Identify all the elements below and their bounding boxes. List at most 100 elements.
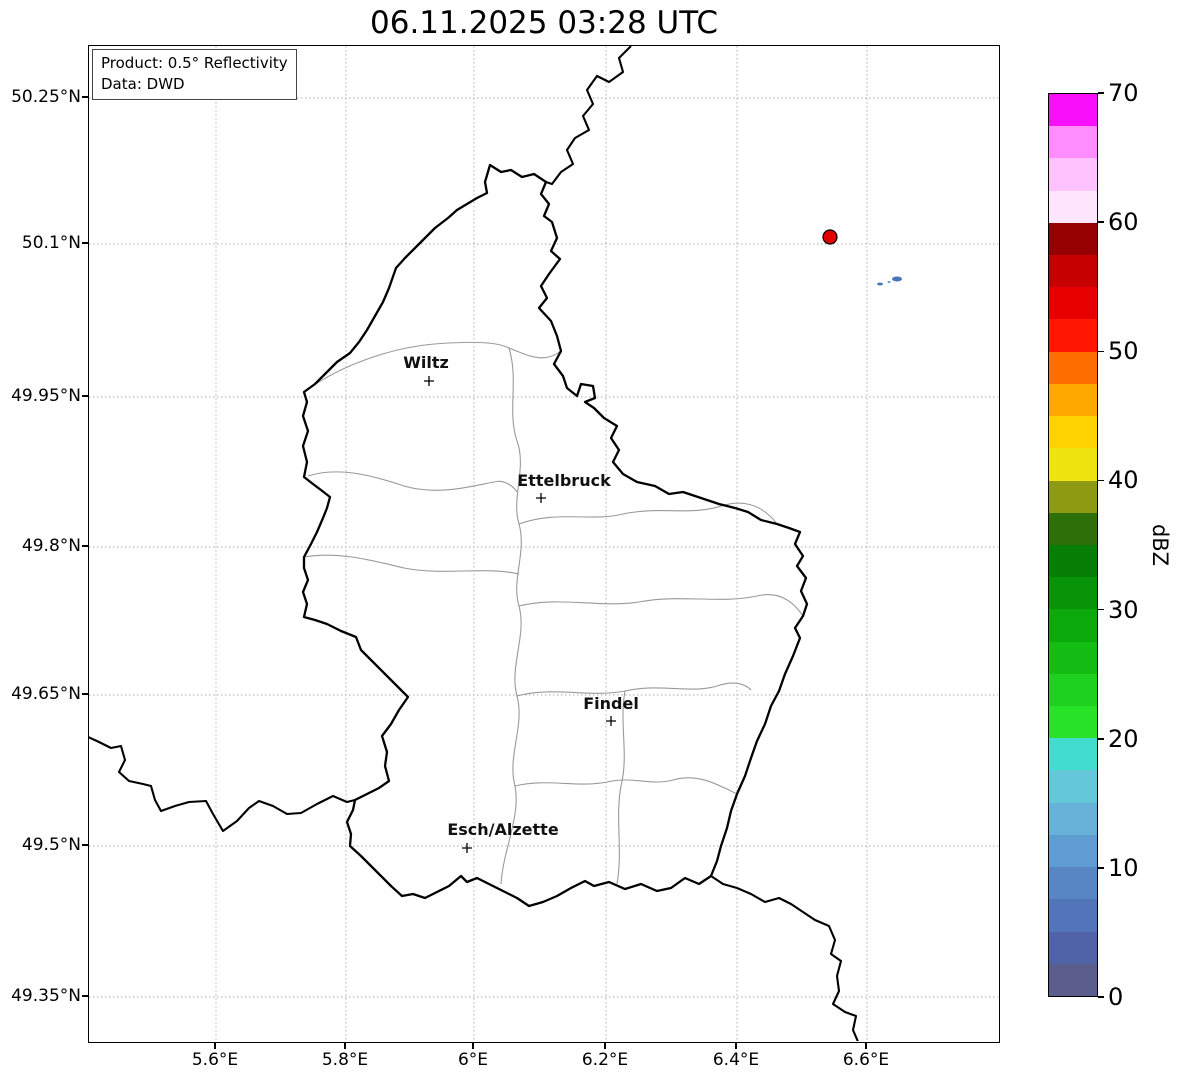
colorbar-tick-label: 70 [1108, 79, 1139, 107]
colorbar [1048, 93, 1098, 997]
lon-tick-label: 6.4°E [712, 1050, 760, 1070]
canton-border [303, 554, 520, 575]
colorbar-segment [1049, 834, 1097, 868]
colorbar-unit-label: dBZ [1148, 523, 1172, 567]
city-marker-icon [536, 493, 546, 503]
product-info-box: Product: 0.5° Reflectivity Data: DWD [92, 49, 297, 100]
neighbor-country-border [545, 46, 632, 186]
colorbar-tick-mark [1098, 221, 1104, 223]
lon-tick-mark [865, 1043, 867, 1049]
colorbar-segment [1049, 351, 1097, 384]
canton-border [516, 682, 752, 697]
lat-tick-mark [82, 96, 88, 98]
colorbar-segment [1049, 802, 1097, 835]
colorbar-tick-mark [1098, 996, 1104, 998]
product-line: Product: 0.5° Reflectivity [101, 54, 288, 72]
radar-echo [892, 276, 902, 282]
radar-echo [877, 282, 883, 286]
colorbar-segment [1049, 770, 1097, 803]
lat-tick-mark [82, 395, 88, 397]
data-source-line: Data: DWD [101, 75, 185, 93]
colorbar-tick-label: 50 [1108, 337, 1139, 366]
colorbar-segment [1049, 319, 1097, 352]
lat-tick-mark [82, 545, 88, 547]
colorbar-tick-mark [1098, 479, 1104, 482]
colorbar-tick-label: 40 [1108, 466, 1139, 495]
lon-tick-mark [344, 1043, 346, 1049]
lat-tick-mark [82, 242, 88, 244]
colorbar-segment [1049, 254, 1097, 288]
city-label: Ettelbruck [517, 471, 611, 490]
colorbar-tick-label: 0 [1108, 983, 1124, 1011]
canton-border [518, 502, 778, 525]
lat-tick-mark [82, 995, 88, 997]
colorbar-tick-label: 20 [1108, 724, 1139, 753]
city-marker-icon [606, 716, 616, 726]
colorbar-segment [1049, 383, 1097, 417]
city-label: Wiltz [403, 353, 449, 372]
lat-tick-label: 50.25°N [11, 87, 81, 107]
lon-tick-label: 5.8°E [321, 1050, 369, 1070]
colorbar-tick-mark [1098, 608, 1104, 611]
city-marker-icon [424, 376, 434, 386]
colorbar-segment [1049, 931, 1097, 964]
colorbar-segment [1049, 287, 1097, 320]
colorbar-segment [1049, 641, 1097, 674]
colorbar-segment [1049, 867, 1097, 900]
lon-tick-mark [735, 1043, 737, 1049]
radar-echo [887, 281, 891, 283]
colorbar-segment [1049, 963, 1097, 996]
lat-tick-label: 49.8°N [21, 536, 81, 556]
lat-tick-label: 49.5°N [21, 835, 81, 855]
city-label: Esch/Alzette [447, 820, 559, 839]
lat-tick-label: 49.35°N [11, 986, 81, 1006]
luxembourg-map: Wiltz Ettelbruck Findel Esch/Alzette [89, 46, 998, 1041]
lon-tick-mark [472, 1043, 474, 1049]
lon-tick-label: 6.2°E [581, 1050, 629, 1070]
colorbar-tick-mark [1098, 738, 1104, 740]
colorbar-segment [1049, 93, 1097, 127]
lat-tick-mark [82, 844, 88, 846]
lon-tick-label: 5.6°E [191, 1050, 239, 1070]
canton-border [616, 690, 626, 885]
neighbor-country-border [710, 875, 859, 1041]
colorbar-tick-mark [1098, 350, 1104, 353]
colorbar-segment [1049, 126, 1097, 159]
luxembourg-border [301, 163, 809, 908]
colorbar-tick-label: 60 [1108, 208, 1139, 237]
lat-tick-label: 49.65°N [11, 684, 81, 704]
canton-border [303, 341, 510, 393]
colorbar-segment [1049, 190, 1097, 223]
colorbar-segment [1049, 512, 1097, 545]
colorbar-segment [1049, 480, 1097, 513]
colorbar-segment [1049, 577, 1097, 610]
neighbor-country-border [89, 736, 356, 833]
lat-tick-mark [82, 693, 88, 695]
lat-tick-label: 50.1°N [21, 233, 81, 253]
canton-border [514, 777, 738, 795]
colorbar-segment [1049, 738, 1097, 771]
city-marker-icon [462, 843, 472, 853]
colorbar-tick-label: 10 [1108, 853, 1139, 882]
colorbar-tick-mark [1098, 92, 1104, 94]
colorbar-tick-mark [1098, 867, 1104, 869]
radar-site-marker [822, 229, 838, 245]
lon-tick-label: 6°E [457, 1050, 489, 1070]
colorbar-segment [1049, 158, 1097, 191]
lon-tick-mark [214, 1043, 216, 1049]
canton-border [307, 471, 518, 493]
lat-tick-label: 49.95°N [11, 386, 81, 406]
colorbar-segment [1049, 222, 1097, 255]
colorbar-segment [1049, 544, 1097, 578]
colorbar-segment [1049, 609, 1097, 642]
lon-tick-label: 6.6°E [842, 1050, 890, 1070]
figure-title: 06.11.2025 03:28 UTC [370, 5, 718, 41]
canton-border [518, 594, 804, 617]
colorbar-segment [1049, 416, 1097, 449]
colorbar-segment [1049, 673, 1097, 707]
colorbar-segment [1049, 448, 1097, 481]
colorbar-segment [1049, 899, 1097, 932]
canton-border [508, 347, 562, 359]
canton-border [500, 347, 522, 885]
